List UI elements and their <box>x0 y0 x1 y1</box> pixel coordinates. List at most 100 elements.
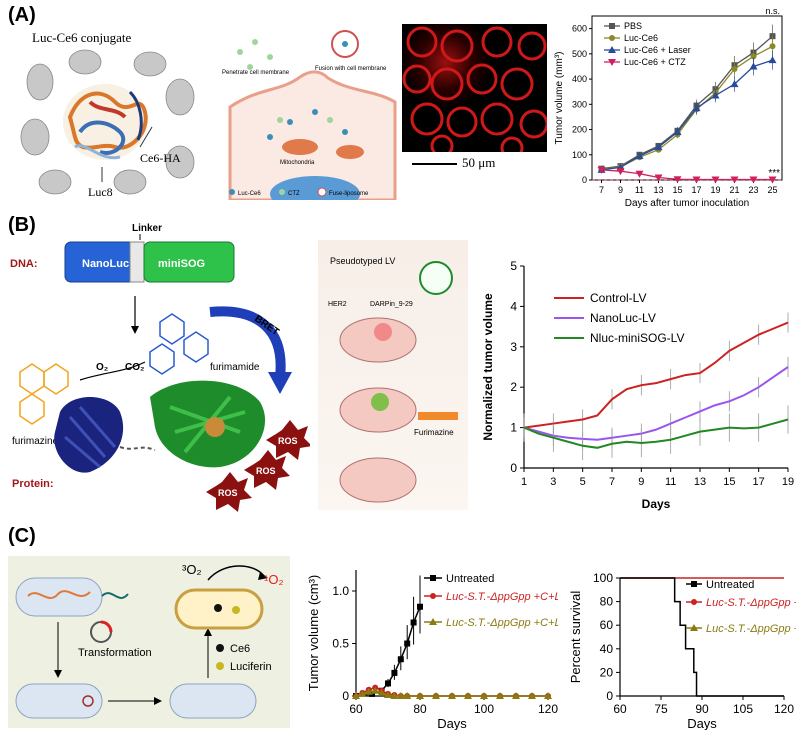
data-point <box>597 166 606 174</box>
chart-c-tumor-volume: 0 0.5 1.0 60 80 100 120 Days Tumor volume (cm³) U… <box>306 570 558 730</box>
bret-label: BRET <box>252 313 281 338</box>
panel-label-a: (A) <box>8 4 36 26</box>
legend-marker <box>691 581 697 587</box>
bacterium-transformed <box>15 683 103 719</box>
bacterium-loaded <box>169 683 257 719</box>
y-tick-label: 0.5 <box>332 637 349 651</box>
series-2 <box>597 50 777 173</box>
survival-curve-0 <box>620 577 784 697</box>
series-0 <box>353 575 423 699</box>
mouse-treatment-schematic: Pseudotyped LV HER2 DARPin_9-29 Furimazi… <box>328 256 458 503</box>
legend-label: Luc-S.T.-ΔppGpp +C+L+ALG <box>446 617 558 629</box>
conjugate-title: Luc-Ce6 conjugate <box>32 30 131 45</box>
series-line <box>601 59 773 171</box>
bacterium <box>15 577 103 617</box>
x-axis-title: Days <box>437 716 467 730</box>
cell-membrane <box>228 70 397 200</box>
data-point <box>390 692 399 699</box>
protein-label: Protein: <box>12 478 54 490</box>
data-point <box>769 43 776 50</box>
ce6-particle <box>38 169 72 195</box>
x-tick-label: 60 <box>613 702 627 716</box>
minisog-protein <box>150 380 266 468</box>
series-line <box>523 321 789 429</box>
data-point <box>731 65 738 72</box>
y-tick-label: 0 <box>510 461 517 475</box>
legend-marker <box>691 599 697 605</box>
data-point <box>692 104 701 112</box>
chart-c-percent-survival: 0 20 40 60 80 100 60 75 90 105 120 Days Percent surv… <box>568 571 796 730</box>
data-point <box>711 176 720 184</box>
series-line <box>601 169 773 181</box>
ce6-legend: Ce6 <box>230 643 250 655</box>
data-point <box>673 176 682 184</box>
x-tick-label: 25 <box>767 185 777 195</box>
scale-bar-label: 50 μm <box>462 155 496 170</box>
data-point <box>750 53 757 60</box>
micrograph-cells <box>402 26 549 160</box>
data-point <box>464 692 472 699</box>
series-line <box>523 366 789 441</box>
series-2 <box>523 405 789 460</box>
data-point <box>673 128 682 136</box>
co2-label: CO₂ <box>125 362 144 373</box>
loading-arrowhead <box>204 628 212 636</box>
y-tick-label: 100 <box>572 150 587 160</box>
x-axis-title: Days <box>642 497 671 511</box>
data-point <box>528 692 536 699</box>
y-tick-label: 4 <box>510 299 517 313</box>
dna-label: DNA: <box>10 258 38 270</box>
bacteria-schematic: Transformation Ce6 Luciferin ³O₂ ¹O₂ <box>15 562 284 719</box>
ros-label: ROS <box>218 488 238 498</box>
singlet-oxygen-label: ¹O₂ <box>264 572 284 587</box>
bacterial-dna <box>27 590 91 599</box>
legend-fuse-liposome: Fuse-liposome <box>329 191 369 197</box>
plasmid-inside <box>82 695 94 707</box>
legend-label: Untreated <box>706 579 754 591</box>
x-tick-label: 120 <box>774 702 794 716</box>
ce6-dot <box>214 604 222 612</box>
data-point <box>410 619 417 626</box>
x-tick-label: 17 <box>753 476 765 488</box>
y-tick-label: 500 <box>572 49 587 59</box>
ce6-particles <box>20 49 195 195</box>
y-axis-title: Tumor volume (mm³) <box>554 52 565 145</box>
nanoluc-label: NanoLuc <box>82 258 129 270</box>
ros-bursts <box>206 420 310 512</box>
oxygen-arrowhead <box>258 572 268 580</box>
x-axis-title: Days after tumor inoculation <box>625 198 750 209</box>
series-2 <box>352 686 552 699</box>
y-tick-label: 1 <box>510 421 517 435</box>
chart-a-tumor-volume: 0 100 200 300 400 500 600 7 9 11 13 15 17 19 21 23 25 Day… <box>554 6 783 209</box>
y-tick-label: 1.0 <box>332 584 349 598</box>
data-point <box>749 176 758 184</box>
y-tick-label: 100 <box>593 571 613 585</box>
data-point <box>364 687 373 695</box>
legend-label: Luc-Ce6 <box>624 33 658 43</box>
data-point <box>730 176 739 184</box>
legend-label: PBS <box>624 21 642 31</box>
data-point <box>416 692 424 699</box>
legend-label: Luc-S.T.-ΔppGpp +C+L <box>446 591 558 603</box>
triplet-oxygen-label: ³O₂ <box>182 562 202 577</box>
ros-label: ROS <box>256 466 276 476</box>
data-point <box>692 176 701 184</box>
mechanism-illustration: Penetrate cell membrane Fusion with cell… <box>222 30 397 200</box>
x-tick-label: 11 <box>635 185 644 195</box>
ce6-particle <box>68 49 102 75</box>
ce6-particle <box>165 145 195 179</box>
ros-label: ROS <box>278 436 298 446</box>
data-point <box>391 669 398 676</box>
y-tick-label: 2 <box>510 380 517 394</box>
y-tick-label: 200 <box>572 125 587 135</box>
x-tick-label: 80 <box>413 702 427 716</box>
y-tick-label: 400 <box>572 74 587 84</box>
flagellum <box>101 592 129 599</box>
luc-ce6-conjugate-illustration: Luc-Ce6 conjugate Ce6-HA Luc8 <box>20 30 195 199</box>
y-tick-label: 60 <box>600 618 614 632</box>
plot-frame <box>591 15 783 181</box>
x-tick-label: 15 <box>723 476 735 488</box>
x-tick-label: 100 <box>474 702 494 716</box>
legend-marker <box>608 59 616 66</box>
legend-marker <box>430 575 436 581</box>
